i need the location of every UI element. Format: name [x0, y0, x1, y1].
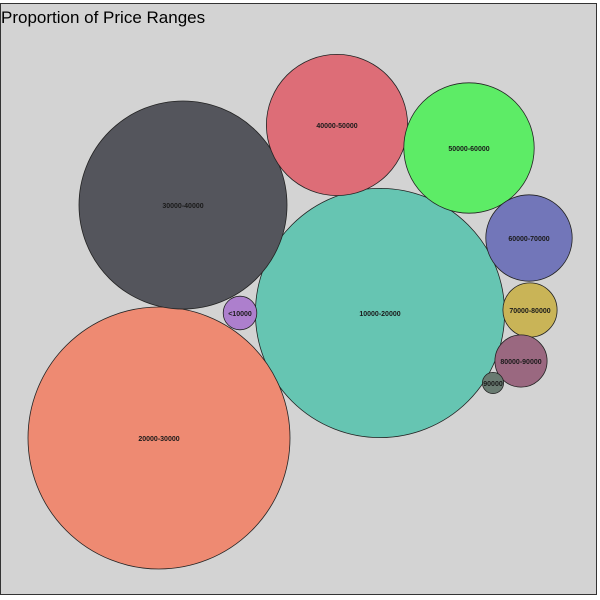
- chart-title: Proportion of Price Ranges: [1, 8, 206, 27]
- bubble-circle-20000-30000: [27, 306, 291, 570]
- bubble-circle-90000: [481, 371, 504, 394]
- bubble-30000-40000: 30000-40000: [78, 100, 288, 310]
- bubble-40000-50000: 40000-50000: [265, 54, 408, 196]
- bubble-label-20000-30000: 20000-30000: [138, 436, 179, 443]
- bubble-label-30000-40000: 30000-40000: [162, 203, 203, 210]
- bubble-label-10000-20000: 10000-20000: [359, 311, 400, 318]
- bubble-circle-50000-60000: [403, 82, 535, 214]
- bubble-label-90000: 90000: [483, 381, 503, 388]
- bubble-80000-90000: 80000-90000: [494, 334, 548, 388]
- bubble-circle-10000: [222, 295, 258, 331]
- bubble-10000: <10000: [222, 295, 258, 331]
- bubble-label-50000-60000: 50000-60000: [448, 146, 489, 153]
- bubble-circle-80000-90000: [494, 334, 548, 388]
- bubble-label-80000-90000: 80000-90000: [500, 359, 541, 366]
- bubble-label-40000-50000: 40000-50000: [316, 123, 357, 130]
- bubble-90000: 90000: [481, 371, 504, 394]
- bubble-70000-80000: 70000-80000: [502, 282, 558, 338]
- bubble-60000-70000: 60000-70000: [485, 194, 573, 282]
- bubble-label-60000-70000: 60000-70000: [508, 236, 549, 243]
- bubble-20000-30000: 20000-30000: [27, 306, 291, 570]
- bubble-circle-30000-40000: [78, 100, 288, 310]
- bubble-circle-60000-70000: [485, 194, 573, 282]
- bubble-label-10000: <10000: [228, 311, 252, 318]
- bubble-label-70000-80000: 70000-80000: [509, 308, 550, 315]
- bubble-50000-60000: 50000-60000: [403, 82, 535, 214]
- bubble-10000-20000: 10000-20000: [254, 187, 505, 438]
